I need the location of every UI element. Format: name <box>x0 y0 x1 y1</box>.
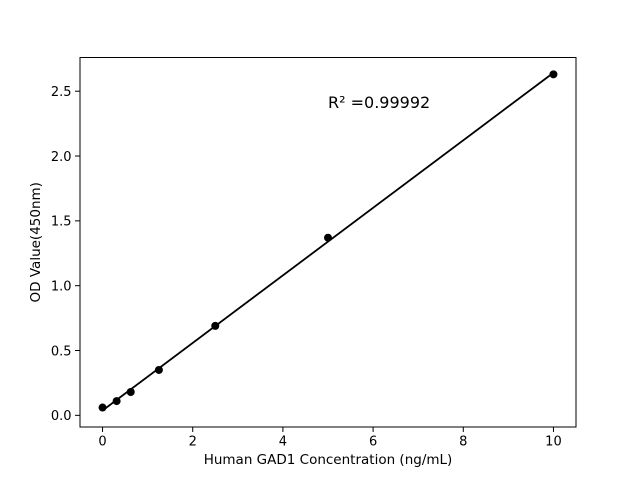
y-tick-label: 0.5 <box>51 344 72 359</box>
y-axis-label: OD Value(450nm) <box>28 182 44 302</box>
x-axis-label: Human GAD1 Concentration (ng/mL) <box>204 452 453 468</box>
y-tick-label: 1.5 <box>51 215 72 230</box>
data-point <box>98 403 107 412</box>
data-point <box>211 321 220 330</box>
y-tick-label: 0.0 <box>51 409 72 424</box>
x-tick-label: 2 <box>189 435 197 450</box>
x-tick-label: 8 <box>459 435 467 450</box>
x-tick-label: 4 <box>279 435 287 450</box>
data-point <box>324 233 332 242</box>
plot-area-border <box>79 57 577 428</box>
data-point <box>112 397 121 406</box>
y-tick-label: 2.5 <box>51 85 72 100</box>
x-axis-ticks: 0 2 4 6 8 10 <box>98 427 562 450</box>
x-tick-label: 6 <box>369 435 377 450</box>
r-squared-annotation: R² =0.99992 <box>328 93 430 112</box>
data-points <box>98 70 558 412</box>
y-tick-label: 1.0 <box>51 279 72 294</box>
x-tick-label: 0 <box>98 435 106 450</box>
y-axis-ticks: 0.0 0.5 1.0 1.5 2.0 2.5 <box>51 85 80 424</box>
x-tick-label: 10 <box>545 435 562 450</box>
data-point <box>154 365 163 374</box>
data-point <box>126 387 135 396</box>
data-point <box>549 70 558 79</box>
y-tick-label: 2.0 <box>51 150 72 165</box>
